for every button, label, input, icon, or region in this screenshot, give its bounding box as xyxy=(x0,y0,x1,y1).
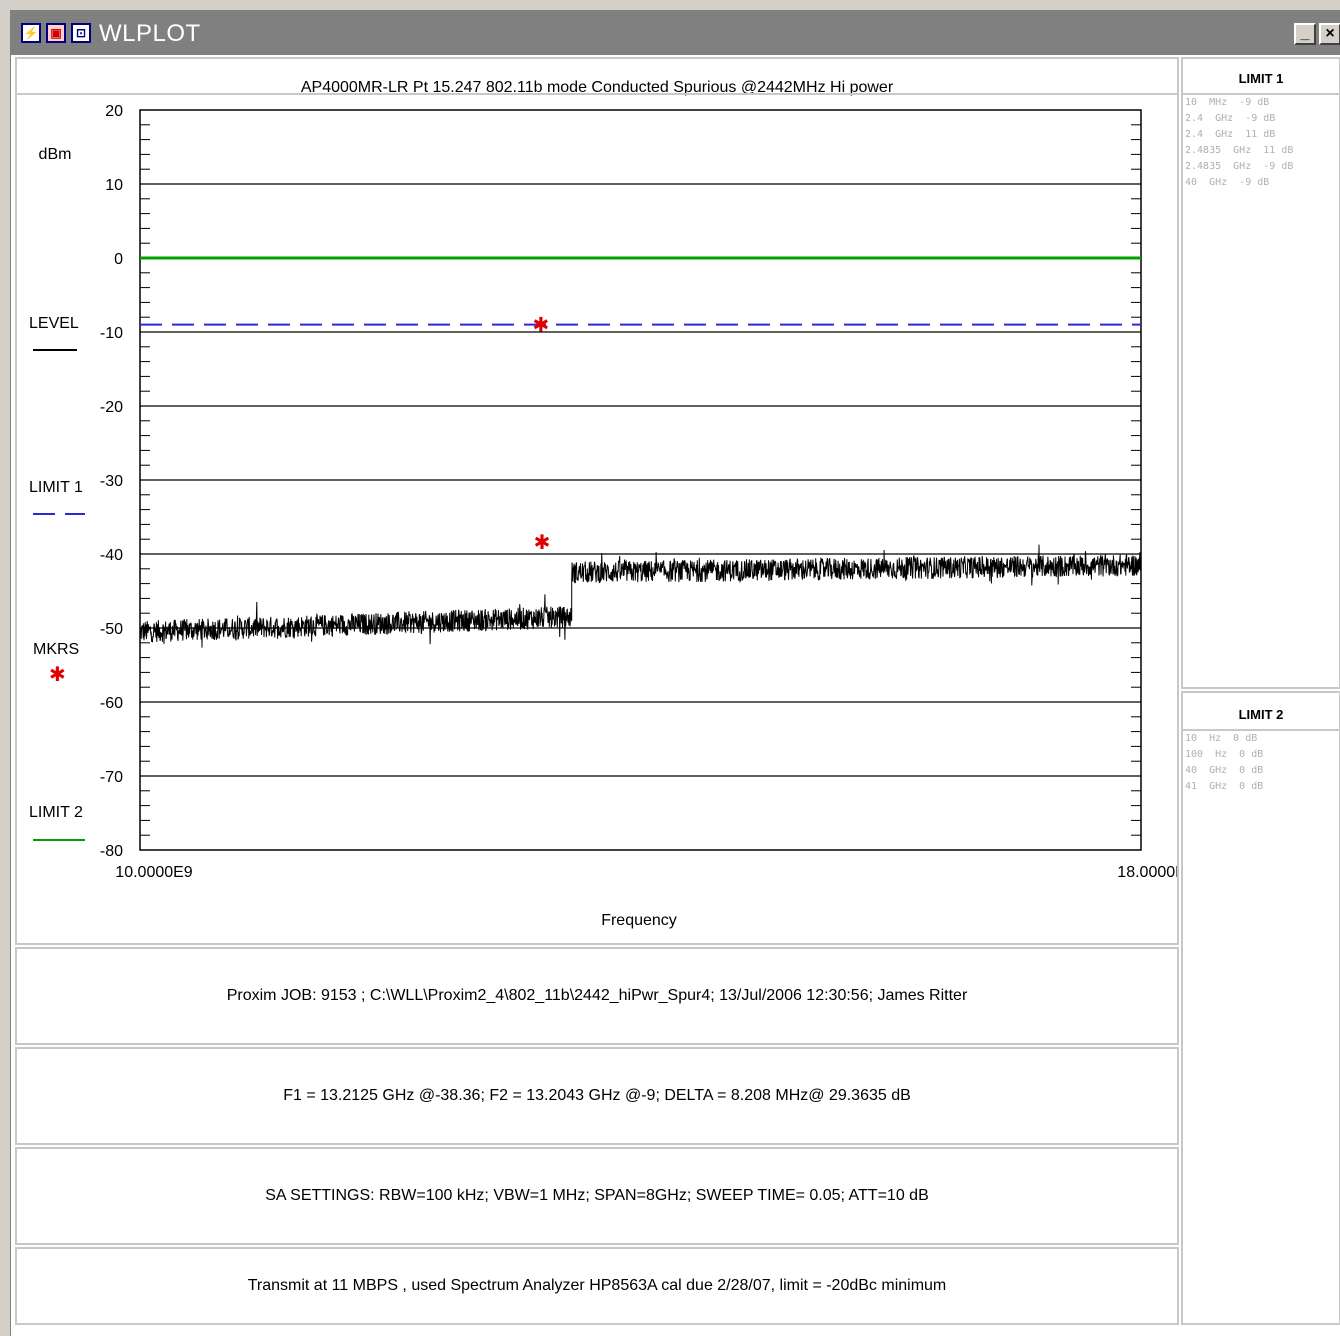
limit2-table-row: 40 GHz 0 dB xyxy=(1185,765,1264,776)
title-divider xyxy=(17,93,1177,95)
limit1-table-row: 2.4 GHz -9 dB xyxy=(1185,113,1276,124)
title-bar: ⚡ ▣ ⊡ WLPLOT _ × xyxy=(11,11,1340,55)
limit1-table-row: 40 GHz -9 dB xyxy=(1185,177,1270,188)
legend-limit1-label: LIMIT 1 xyxy=(29,479,83,496)
y-tick-label: 20 xyxy=(105,103,123,120)
limit2-table-title: LIMIT 2 xyxy=(1238,707,1284,722)
job-info-text: Proxim JOB: 9153 ; C:\WLL\Proxim2_4\802_… xyxy=(226,987,968,1004)
notes-panel: Transmit at 11 MBPS , used Spectrum Anal… xyxy=(15,1247,1179,1325)
legend-level-swatch xyxy=(33,349,77,351)
legend-marker-icon: ✱ xyxy=(49,664,66,686)
x-axis-label: Frequency xyxy=(601,912,677,929)
y-tick-label: -40 xyxy=(100,547,123,564)
marker-f2: ✱ xyxy=(533,315,550,337)
window-title: WLPLOT xyxy=(99,20,201,47)
wlplot-window: ⚡ ▣ ⊡ WLPLOT _ × AP4000MR-LR Pt 15.247 8… xyxy=(10,10,1340,1336)
legend-limit2-label: LIMIT 2 xyxy=(29,804,83,821)
sa-settings-panel: SA SETTINGS: RBW=100 kHz; VBW=1 MHz; SPA… xyxy=(15,1147,1179,1245)
x-tick-label-end: 18.0000E9 xyxy=(1117,864,1177,881)
level-trace xyxy=(139,544,1142,648)
y-tick-label: -50 xyxy=(100,621,123,638)
chart-panel: AP4000MR-LR Pt 15.247 802.11b mode Condu… xyxy=(15,57,1179,945)
limit2-table-row: 100 Hz 0 dB xyxy=(1185,749,1264,760)
y-axis-unit: dBm xyxy=(39,146,72,163)
legend-level-label: LEVEL xyxy=(29,315,79,332)
y-tick-label: -60 xyxy=(100,695,123,712)
limit2-table-row: 41 GHz 0 dB xyxy=(1185,781,1264,792)
limit1-table-row: 2.4835 GHz 11 dB xyxy=(1185,145,1294,156)
limit1-table-row: 10 MHz -9 dB xyxy=(1185,97,1270,108)
x-tick-label-start: 10.0000E9 xyxy=(115,864,193,881)
limit1-table-row: 2.4835 GHz -9 dB xyxy=(1185,161,1294,172)
close-button[interactable]: × xyxy=(1319,23,1340,45)
marker-f1: ✱ xyxy=(534,532,551,554)
limit2-table-panel: LIMIT 2 10 Hz 0 dB 100 Hz 0 dB 40 GHz 0 dB… xyxy=(1181,691,1340,1325)
y-tick-label: -20 xyxy=(100,399,123,416)
limit1-table-row: 2.4 GHz 11 dB xyxy=(1185,129,1276,140)
y-tick-label: -10 xyxy=(100,325,123,342)
marker-info-text: F1 = 13.2125 GHz @-38.36; F2 = 13.2043 G… xyxy=(283,1087,911,1104)
limit1-table-title: LIMIT 1 xyxy=(1238,71,1284,86)
legend-limit1-swatch xyxy=(33,513,85,515)
minimize-button[interactable]: _ xyxy=(1294,23,1316,45)
y-tick-label: -30 xyxy=(100,473,123,490)
limit1-title-divider xyxy=(1183,93,1339,95)
window-icon-2[interactable]: ⊡ xyxy=(71,23,91,43)
legend-mkrs-label: MKRS xyxy=(33,641,80,658)
sa-settings-text: SA SETTINGS: RBW=100 kHz; VBW=1 MHz; SPA… xyxy=(265,1187,929,1204)
spectrum-chart: 20 10 0 -10 -20 -30 -40 -50 -60 -70 -80 ✱ ✱ dBm 10.… xyxy=(39,103,1177,929)
limit2-table-row: 10 Hz 0 dB xyxy=(1185,733,1258,744)
marker-info-panel: F1 = 13.2125 GHz @-38.36; F2 = 13.2043 G… xyxy=(15,1047,1179,1145)
limit1-table-panel: LIMIT 1 10 MHz -9 dB 2.4 GHz -9 dB 2.4 GHz… xyxy=(1181,57,1340,689)
job-info-panel: Proxim JOB: 9153 ; C:\WLL\Proxim2_4\802_… xyxy=(15,947,1179,1045)
chart-title: AP4000MR-LR Pt 15.247 802.11b mode Condu… xyxy=(300,79,894,96)
notes-text: Transmit at 11 MBPS , used Spectrum Anal… xyxy=(247,1277,947,1294)
y-tick-label: -70 xyxy=(100,769,123,786)
legend-limit2-swatch xyxy=(33,839,85,841)
window-icon[interactable]: ▣ xyxy=(46,23,66,43)
y-tick-label: -80 xyxy=(100,843,123,860)
y-tick-label: 10 xyxy=(105,177,123,194)
chart-app-icon[interactable]: ⚡ xyxy=(21,23,41,43)
limit2-title-divider xyxy=(1183,729,1339,731)
y-tick-label: 0 xyxy=(114,251,123,268)
